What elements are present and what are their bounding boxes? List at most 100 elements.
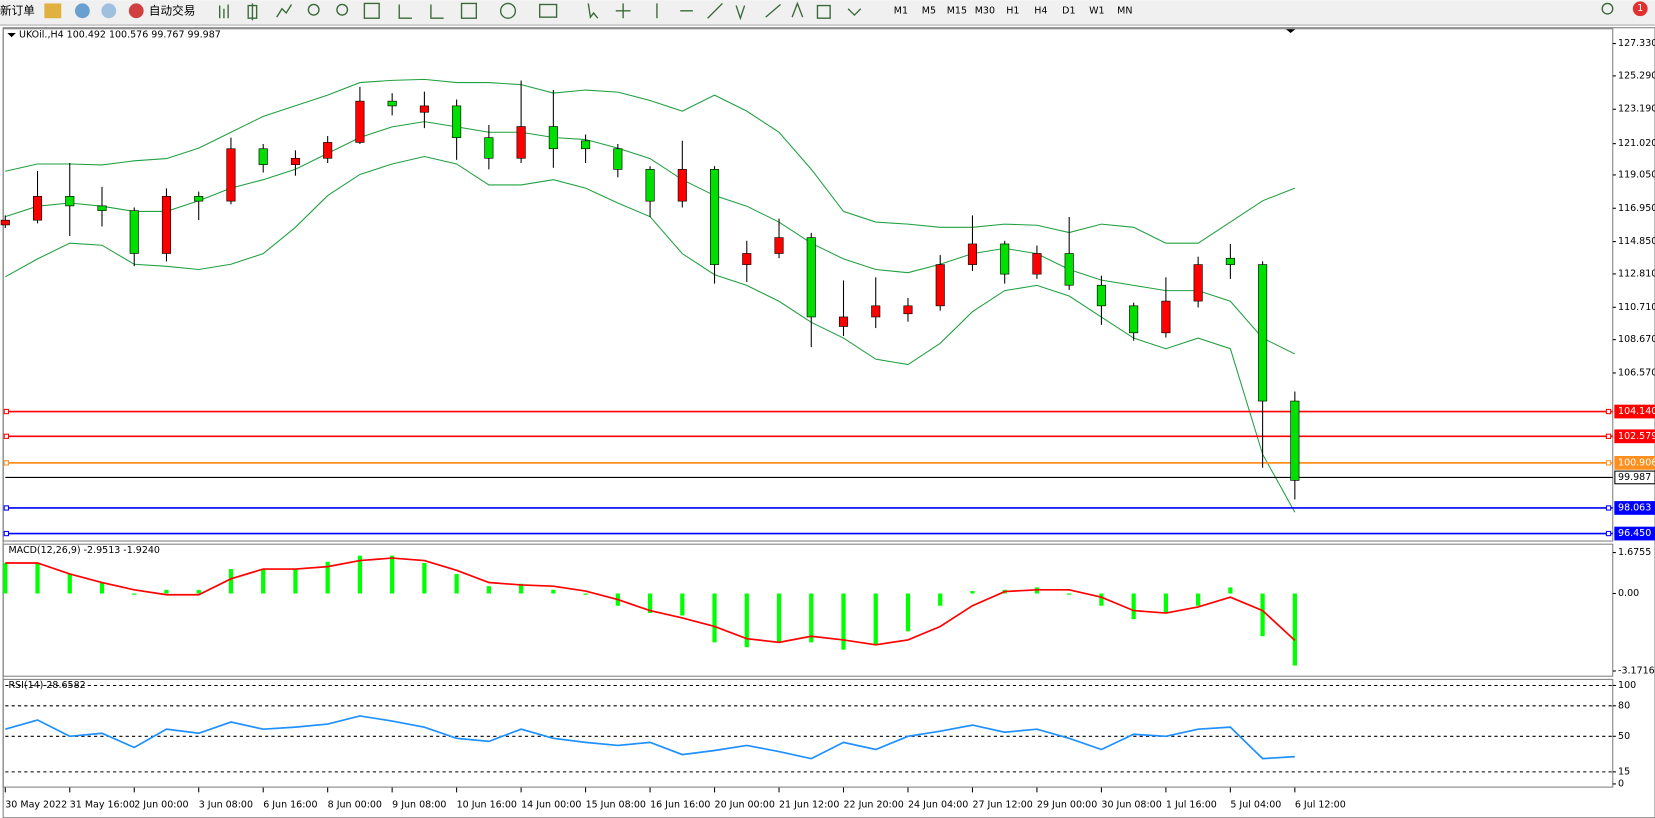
macd-bar xyxy=(905,593,911,632)
timeframe-button[interactable]: H1 xyxy=(1006,5,1019,16)
macd-bar xyxy=(1228,587,1233,594)
timeframe-button[interactable]: M1 xyxy=(894,5,908,16)
signal-line xyxy=(5,557,1296,646)
chart-shift[interactable] xyxy=(398,4,444,19)
candle-body xyxy=(1096,284,1106,307)
timeframe-button[interactable]: D1 xyxy=(1062,5,1075,16)
candle-body xyxy=(613,148,623,170)
macd-bar xyxy=(1163,593,1169,614)
candle-body xyxy=(516,126,526,159)
candle-body xyxy=(742,253,752,265)
zoom-in[interactable] xyxy=(307,3,320,16)
x-tick-label: 5 Jul 04:00 xyxy=(1230,800,1281,811)
timeframe-button[interactable]: MN xyxy=(1117,5,1132,16)
candle-body xyxy=(290,157,300,165)
macd-bar xyxy=(970,591,975,594)
pane-frame xyxy=(2,543,1614,677)
candle-body xyxy=(645,169,655,202)
macd-bar xyxy=(647,593,653,614)
y-tick-label: 50 xyxy=(1618,731,1630,742)
candle-body xyxy=(323,142,333,159)
price-label: 96.450 xyxy=(1618,528,1651,539)
timeframe-button[interactable]: M15 xyxy=(947,5,967,16)
timeframe-button[interactable]: M5 xyxy=(922,5,936,16)
symbol-arrow xyxy=(7,33,16,38)
macd-bar xyxy=(1131,593,1136,620)
x-tick-label: 22 Jun 20:00 xyxy=(844,800,904,811)
bar-chart-tool[interactable] xyxy=(218,4,229,19)
macd-bar xyxy=(712,593,717,643)
candle-tool[interactable] xyxy=(247,3,258,21)
candle-body xyxy=(548,126,558,150)
drawing-tools[interactable] xyxy=(587,1,862,21)
macd-bar xyxy=(164,589,169,594)
candle-body xyxy=(1032,253,1042,275)
macd-bar xyxy=(1099,593,1104,606)
y-tick-label: -3.1716 xyxy=(1618,665,1655,676)
shift-marker xyxy=(1285,28,1296,34)
y-tick-label: 1.6755 xyxy=(1618,547,1651,558)
level-handle xyxy=(1605,460,1612,466)
notification-count: 1 xyxy=(1637,3,1643,14)
y-tick-label: 15 xyxy=(1618,766,1630,777)
candle-body xyxy=(129,210,139,254)
macd-bar xyxy=(132,593,137,595)
line-tool[interactable] xyxy=(276,4,293,18)
macd-bar xyxy=(841,593,846,650)
notification-badge[interactable] xyxy=(1632,1,1648,17)
macd-bar xyxy=(518,583,524,594)
icon[interactable] xyxy=(101,3,117,19)
macd-bar xyxy=(744,593,749,648)
zoom-out[interactable] xyxy=(336,3,349,16)
timeframe-button[interactable]: H4 xyxy=(1034,5,1047,16)
macd-bar xyxy=(196,589,201,594)
price-label-box xyxy=(1614,470,1655,485)
candle-body xyxy=(903,305,913,315)
candle-body xyxy=(967,243,977,265)
price-label: 98.063 xyxy=(1618,502,1651,513)
x-tick-label: 10 Jun 16:00 xyxy=(457,800,517,811)
timeframe-button[interactable]: W1 xyxy=(1089,5,1104,16)
indicators[interactable] xyxy=(460,2,478,19)
candle-body xyxy=(677,169,687,202)
x-tick-label: 9 Jun 08:00 xyxy=(392,800,446,811)
x-tick-label: 16 Jun 16:00 xyxy=(650,800,710,811)
timeframe-button[interactable]: M30 xyxy=(975,5,995,16)
x-tick-label: 30 May 2022 xyxy=(5,800,67,811)
auto-trading-icon[interactable] xyxy=(128,3,144,19)
candle-body xyxy=(194,196,204,202)
new-order-button[interactable]: 新订单 xyxy=(0,3,35,17)
icon[interactable] xyxy=(44,3,62,19)
candle-body xyxy=(32,196,43,221)
y-tick-label: 100 xyxy=(1618,680,1636,691)
auto-trading-button[interactable]: 自动交易 xyxy=(149,3,195,17)
y-tick-label: 80 xyxy=(1618,700,1630,711)
tile-windows[interactable] xyxy=(363,2,380,19)
tool-icons xyxy=(218,1,1614,21)
macd-bar xyxy=(551,589,556,594)
x-tick-label: 1 Jul 16:00 xyxy=(1166,800,1217,811)
x-tick-label: 15 Jun 08:00 xyxy=(586,800,646,811)
candle-body xyxy=(97,205,107,211)
y-tick-label: 106.570 xyxy=(1618,367,1655,378)
x-tick-label: 31 May 16:00 xyxy=(70,800,135,811)
templates[interactable] xyxy=(539,3,558,18)
candle-body xyxy=(484,137,494,159)
macd-bar xyxy=(809,593,814,643)
periods[interactable] xyxy=(499,2,517,19)
x-tick-label: 27 Jun 12:00 xyxy=(972,800,1032,811)
level-handle xyxy=(1605,433,1612,439)
macd-bar xyxy=(325,561,330,594)
macd-bar xyxy=(1196,593,1201,606)
x-tick-label: 24 Jun 04:00 xyxy=(908,800,968,811)
y-tick-label: 127.330 xyxy=(1618,38,1655,49)
price-label-box xyxy=(1614,526,1655,541)
search[interactable] xyxy=(1601,2,1614,15)
macd-bar xyxy=(680,593,685,616)
icon[interactable] xyxy=(74,3,90,19)
level-handle xyxy=(3,530,9,537)
candle-body xyxy=(935,264,945,307)
level-handle xyxy=(3,408,9,415)
level-handle xyxy=(3,505,9,511)
macd-bar xyxy=(454,573,459,594)
